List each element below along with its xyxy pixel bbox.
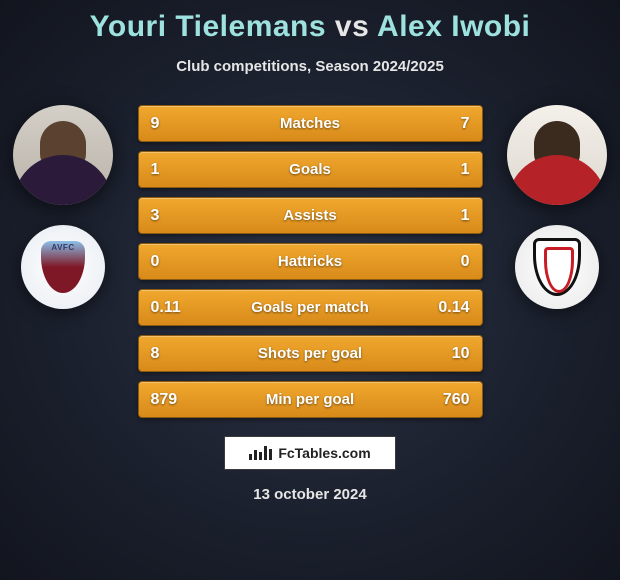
player2-avatar bbox=[507, 105, 607, 205]
player2-name: Alex Iwobi bbox=[377, 10, 530, 43]
content-area: 9 Matches 7 1 Goals 1 3 Assists 1 0 Hatt… bbox=[0, 105, 620, 418]
left-column bbox=[8, 105, 118, 309]
stat-right-value: 7 bbox=[430, 115, 470, 133]
stat-right-value: 0 bbox=[430, 253, 470, 271]
stat-row: 0 Hattricks 0 bbox=[138, 243, 483, 280]
stat-row: 8 Shots per goal 10 bbox=[138, 335, 483, 372]
stat-right-value: 1 bbox=[430, 207, 470, 225]
player1-club-crest bbox=[21, 225, 105, 309]
date-text: 13 october 2024 bbox=[0, 486, 620, 503]
stat-left-value: 9 bbox=[151, 115, 191, 133]
stat-row: 879 Min per goal 760 bbox=[138, 381, 483, 418]
source-logo: FcTables.com bbox=[224, 436, 396, 470]
comparison-title: Youri Tielemans vs Alex Iwobi bbox=[0, 0, 620, 44]
stat-left-value: 1 bbox=[151, 161, 191, 179]
stat-left-value: 879 bbox=[151, 391, 191, 409]
stat-right-value: 760 bbox=[430, 391, 470, 409]
stat-left-value: 0.11 bbox=[151, 299, 191, 317]
player2-club-crest bbox=[515, 225, 599, 309]
stats-table: 9 Matches 7 1 Goals 1 3 Assists 1 0 Hatt… bbox=[138, 105, 483, 418]
chart-icon bbox=[249, 446, 272, 460]
stat-row: 3 Assists 1 bbox=[138, 197, 483, 234]
stat-right-value: 1 bbox=[430, 161, 470, 179]
stat-left-value: 3 bbox=[151, 207, 191, 225]
stat-left-value: 0 bbox=[151, 253, 191, 271]
player1-avatar bbox=[13, 105, 113, 205]
stat-right-value: 10 bbox=[430, 345, 470, 363]
source-text: FcTables.com bbox=[278, 445, 370, 461]
stat-row: 1 Goals 1 bbox=[138, 151, 483, 188]
player1-name: Youri Tielemans bbox=[90, 10, 326, 43]
subtitle: Club competitions, Season 2024/2025 bbox=[0, 58, 620, 75]
stat-row: 9 Matches 7 bbox=[138, 105, 483, 142]
vs-text: vs bbox=[335, 10, 369, 43]
stat-row: 0.11 Goals per match 0.14 bbox=[138, 289, 483, 326]
right-column bbox=[502, 105, 612, 309]
stat-right-value: 0.14 bbox=[430, 299, 470, 317]
stat-left-value: 8 bbox=[151, 345, 191, 363]
